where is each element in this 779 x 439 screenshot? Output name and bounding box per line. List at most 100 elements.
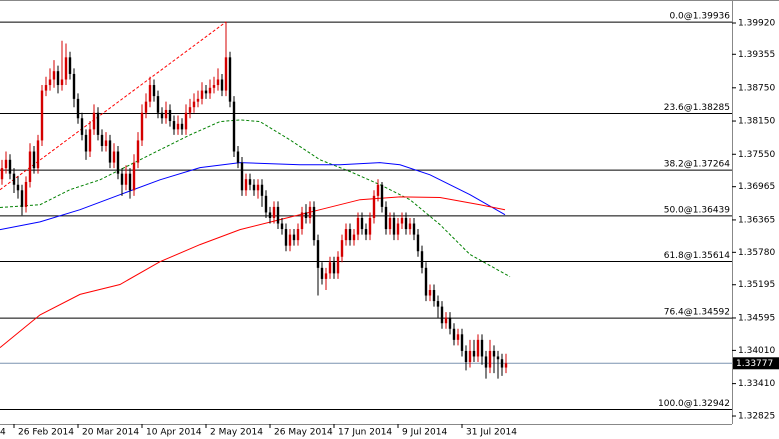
candle-body [32,151,36,169]
candle-body [316,240,320,268]
candle-body [488,350,492,368]
candle-body [412,223,416,235]
candle-body [92,112,96,130]
candle-body [336,256,340,274]
x-tick-label: 26 Feb 2014 [18,428,74,438]
x-tick-label: 9 Jul 2014 [402,428,447,438]
candle-body [456,334,460,340]
y-tick-label: 1.33410 [738,379,775,389]
candle-body [164,109,168,119]
candle-body [480,339,484,357]
candle-body [180,123,184,130]
candle-body [420,251,424,268]
candle-body [384,206,388,230]
candle-body [268,212,272,218]
y-tick-label: 1.37550 [738,150,775,160]
candle-body [376,184,380,196]
candle-body [388,217,392,230]
candle-body [60,79,64,86]
candle-body [56,71,60,86]
candle-body [360,217,364,230]
last-price-box [733,357,779,370]
candle-body [204,90,208,94]
candle-body [264,195,268,213]
candle-body [48,79,52,86]
candle-body [424,267,428,296]
candle-body [256,184,260,191]
candle-body [472,350,476,357]
candle-body [404,217,408,230]
candle-body [84,134,88,152]
fib-level-label: 50.0@1.36439 [664,205,731,215]
plot-area: 0.0@1.39936 23.6@1.38285 38.2@1.37264 50.0@… [0,12,732,411]
candle-body [192,101,196,108]
candle-body [52,71,56,80]
candle-body [72,73,76,99]
y-tick-label: 1.32825 [738,412,775,422]
candle-body [44,85,48,91]
candle-body [148,85,152,102]
candle-body [212,85,216,88]
y-tick-label: 1.36365 [738,215,775,225]
candle-body [228,57,232,102]
candle-body [156,96,160,113]
candle-body [220,79,224,91]
candle-body [312,206,316,241]
candle-body [300,212,304,230]
candle-body [284,229,288,246]
candle-body [252,184,256,191]
candle-body [124,173,128,185]
candle-body [364,229,368,235]
candle-body [348,229,352,241]
candle-body [368,217,372,235]
candle-body [320,267,324,279]
candle-body [484,356,488,368]
x-tick-label: 31 Jul 2014 [466,428,517,438]
candle-body [500,359,504,368]
candle-body [452,328,456,340]
y-tick-label: 1.35780 [738,248,775,258]
candle-body [76,98,80,119]
indicator-line [0,162,506,231]
candle-body [504,363,508,368]
last-price-label: 1.33777 [736,359,773,369]
candle-body [248,179,252,185]
candle-body [140,112,144,141]
candle-body [432,289,436,302]
candle-body [28,151,32,182]
candle-body [216,79,220,86]
candle-body [8,159,12,174]
candle-body [328,262,332,274]
x-tick-label: 17 Jun 2014 [338,428,392,438]
candle-body [36,140,40,169]
candle-body [96,112,100,135]
candle-body [112,151,116,163]
candle-body [444,317,448,324]
candle-body [436,301,440,307]
candle-body [292,234,296,241]
candle-body [168,109,172,122]
candle-body [100,134,104,146]
candle-body [24,181,28,207]
fib-level-label: 23.6@1.38285 [664,103,730,113]
candle-body [120,173,124,185]
candle-body [280,223,284,230]
y-tick-label: 1.35195 [738,280,775,290]
candle-body [296,229,300,241]
candle-body [344,229,348,241]
candle-body [236,151,240,163]
candle-body [240,162,244,191]
candle-body [324,273,328,279]
candle-body [308,206,312,218]
y-tick-label: 1.39920 [738,18,775,28]
x-tick-label: 26 May 2014 [274,428,333,438]
y-tick-label: 1.39355 [738,50,775,60]
candle-body [496,356,500,360]
candle-body [428,289,432,296]
y-tick-label: 1.38750 [738,83,775,93]
candle-body [116,151,120,174]
candle-body [208,87,212,94]
x-tick-label: 4 [0,428,6,438]
candle-body [440,306,444,324]
candle-body [260,184,264,196]
